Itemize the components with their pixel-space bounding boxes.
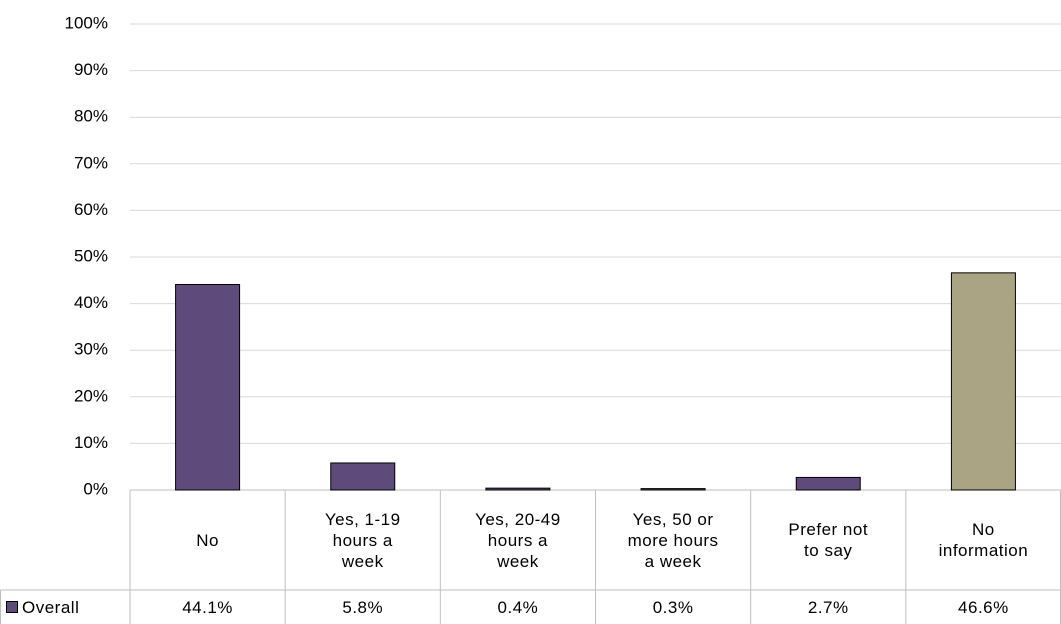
y-tick-label: 40% <box>74 293 108 312</box>
y-tick-label: 0% <box>83 479 108 498</box>
y-tick-label: 70% <box>74 153 108 172</box>
x-tick-label: Yes, 50 or more hours a week <box>627 509 719 571</box>
y-tick-label: 80% <box>74 107 108 126</box>
category-cell: No information <box>906 490 1061 590</box>
y-tick-label: 10% <box>74 433 108 452</box>
value-label: 5.8% <box>342 597 384 617</box>
bar <box>640 488 706 491</box>
legend: Overall <box>0 590 130 624</box>
bar <box>485 487 551 491</box>
category-cell: No <box>130 490 285 590</box>
y-tick-label: 60% <box>74 200 108 219</box>
bar <box>795 476 861 491</box>
category-cell: Yes, 50 or more hours a week <box>596 490 751 590</box>
x-tick-label: Yes, 20-49 hours a week <box>475 509 561 571</box>
legend-key <box>6 601 18 613</box>
y-tick-label: 30% <box>74 340 108 359</box>
legend-label: Overall <box>22 597 80 617</box>
y-tick-label: 90% <box>74 60 108 79</box>
bar <box>175 283 241 491</box>
value-label: 0.3% <box>652 597 694 617</box>
category-cell: Yes, 1-19 hours a week <box>285 490 440 590</box>
bar <box>330 462 396 491</box>
bar <box>950 272 1016 491</box>
category-cell: Yes, 20-49 hours a week <box>440 490 595 590</box>
x-tick-label: No <box>196 530 219 550</box>
value-label: 2.7% <box>807 597 849 617</box>
value-label: 46.6% <box>958 597 1009 617</box>
category-cell: Prefer not to say <box>751 490 906 590</box>
x-tick-label: Yes, 1-19 hours a week <box>324 509 401 571</box>
value-label: 0.4% <box>497 597 539 617</box>
y-tick-label: 100% <box>65 13 108 32</box>
x-tick-label: No information <box>938 520 1029 560</box>
y-tick-label: 20% <box>74 386 108 405</box>
y-tick-label: 50% <box>74 246 108 265</box>
value-label: 44.1% <box>182 597 233 617</box>
x-tick-label: Prefer not to say <box>788 520 869 560</box>
